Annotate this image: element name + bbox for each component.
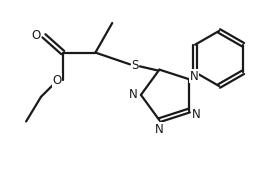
Text: S: S (131, 59, 139, 72)
Text: N: N (129, 88, 137, 101)
Text: N: N (190, 70, 199, 83)
Text: N: N (192, 108, 201, 121)
Text: O: O (52, 74, 61, 87)
Text: N: N (155, 122, 164, 136)
Text: O: O (31, 29, 41, 42)
